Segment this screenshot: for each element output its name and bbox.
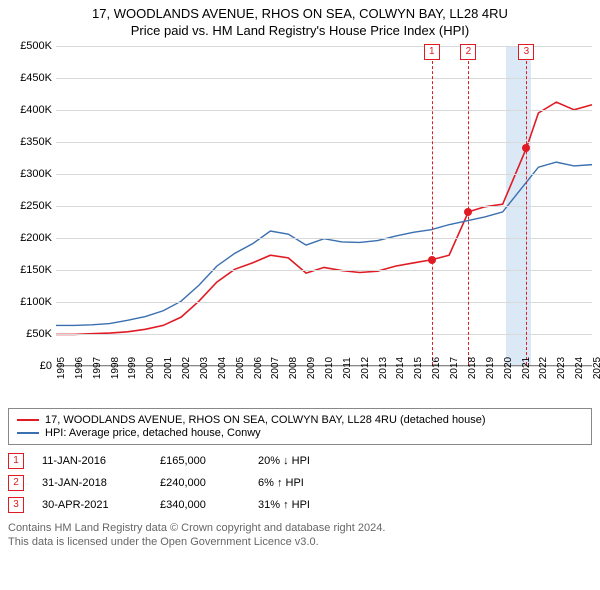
transaction-date: 30-APR-2021 bbox=[42, 499, 142, 511]
transaction-marker: 2 bbox=[8, 475, 24, 491]
x-tick-label: 2016 bbox=[431, 357, 442, 379]
marker-dot bbox=[464, 208, 472, 216]
chart-subtitle: Price paid vs. HM Land Registry's House … bbox=[8, 23, 592, 38]
y-tick-label: £400K bbox=[20, 104, 52, 116]
gridline bbox=[56, 302, 592, 303]
x-tick-label: 2001 bbox=[163, 357, 174, 379]
x-tick-label: 2008 bbox=[288, 357, 299, 379]
x-tick-label: 1996 bbox=[74, 357, 85, 379]
series-hpi bbox=[56, 162, 592, 325]
x-tick-label: 1995 bbox=[56, 357, 67, 379]
x-tick-label: 2017 bbox=[449, 357, 460, 379]
transaction-price: £240,000 bbox=[160, 477, 240, 489]
transaction-marker: 3 bbox=[8, 497, 24, 513]
x-tick-label: 2004 bbox=[217, 357, 228, 379]
marker-box: 3 bbox=[518, 44, 534, 60]
x-tick-label: 2009 bbox=[306, 357, 317, 379]
y-tick-label: £300K bbox=[20, 168, 52, 180]
chart: £0 £50K £100K £150K £200K £250K £300K £350K £400… bbox=[8, 46, 592, 386]
x-tick-label: 2010 bbox=[324, 357, 335, 379]
y-axis: £0£50K£100K£150K£200K£250K£300K£350K£400… bbox=[8, 46, 56, 366]
x-tick-label: 2014 bbox=[395, 357, 406, 379]
x-tick-label: 2024 bbox=[574, 357, 585, 379]
gridline bbox=[56, 110, 592, 111]
legend-label-property: 17, WOODLANDS AVENUE, RHOS ON SEA, COLWY… bbox=[45, 414, 486, 426]
x-tick-label: 2011 bbox=[342, 357, 353, 379]
gridline bbox=[56, 206, 592, 207]
transaction-delta: 6% ↑ HPI bbox=[258, 477, 368, 489]
x-tick-label: 2021 bbox=[521, 357, 532, 379]
x-tick-label: 1997 bbox=[92, 357, 103, 379]
x-tick-label: 2012 bbox=[360, 357, 371, 379]
x-tick-label: 2018 bbox=[467, 357, 478, 379]
x-tick-label: 2007 bbox=[270, 357, 281, 379]
x-tick-label: 2025 bbox=[592, 357, 600, 379]
plot-area: 1 2 3 bbox=[56, 46, 592, 366]
transaction-row: 1 11-JAN-2016 £165,000 20% ↓ HPI bbox=[8, 453, 592, 469]
y-tick-label: £200K bbox=[20, 232, 52, 244]
transaction-delta: 31% ↑ HPI bbox=[258, 499, 368, 511]
footnote-line2: This data is licensed under the Open Gov… bbox=[8, 535, 592, 549]
y-tick-label: £0 bbox=[40, 360, 52, 372]
marker-dot bbox=[522, 144, 530, 152]
transaction-row: 2 31-JAN-2018 £240,000 6% ↑ HPI bbox=[8, 475, 592, 491]
legend-item-hpi: HPI: Average price, detached house, Conw… bbox=[17, 427, 583, 439]
marker-line bbox=[432, 46, 433, 365]
series-property bbox=[56, 102, 592, 334]
transaction-price: £340,000 bbox=[160, 499, 240, 511]
x-tick-label: 2020 bbox=[503, 357, 514, 379]
x-axis: 1995199619971998199920002001200220032004… bbox=[56, 366, 592, 386]
y-tick-label: £100K bbox=[20, 296, 52, 308]
x-tick-label: 2006 bbox=[253, 357, 264, 379]
footnote: Contains HM Land Registry data © Crown c… bbox=[8, 521, 592, 550]
gridline bbox=[56, 270, 592, 271]
legend: 17, WOODLANDS AVENUE, RHOS ON SEA, COLWY… bbox=[8, 408, 592, 445]
x-tick-label: 2005 bbox=[235, 357, 246, 379]
legend-swatch-hpi bbox=[17, 432, 39, 434]
transaction-table: 1 11-JAN-2016 £165,000 20% ↓ HPI 2 31-JAN-201… bbox=[8, 453, 592, 513]
gridline bbox=[56, 46, 592, 47]
x-tick-label: 2023 bbox=[556, 357, 567, 379]
y-tick-label: £150K bbox=[20, 264, 52, 276]
transaction-price: £165,000 bbox=[160, 455, 240, 467]
marker-box: 2 bbox=[460, 44, 476, 60]
legend-label-hpi: HPI: Average price, detached house, Conw… bbox=[45, 427, 261, 439]
transaction-date: 11-JAN-2016 bbox=[42, 455, 142, 467]
x-tick-label: 1998 bbox=[110, 357, 121, 379]
x-tick-label: 2022 bbox=[538, 357, 549, 379]
marker-dot bbox=[428, 256, 436, 264]
y-tick-label: £250K bbox=[20, 200, 52, 212]
transaction-marker: 1 bbox=[8, 453, 24, 469]
gridline bbox=[56, 78, 592, 79]
y-tick-label: £500K bbox=[20, 40, 52, 52]
x-tick-label: 2019 bbox=[485, 357, 496, 379]
x-tick-label: 2000 bbox=[145, 357, 156, 379]
marker-line bbox=[526, 46, 527, 365]
y-tick-label: £350K bbox=[20, 136, 52, 148]
x-tick-label: 2003 bbox=[199, 357, 210, 379]
gridline bbox=[56, 238, 592, 239]
x-tick-label: 2002 bbox=[181, 357, 192, 379]
x-tick-label: 1999 bbox=[127, 357, 138, 379]
x-tick-label: 2013 bbox=[378, 357, 389, 379]
transaction-delta: 20% ↓ HPI bbox=[258, 455, 368, 467]
marker-line bbox=[468, 46, 469, 365]
marker-box: 1 bbox=[424, 44, 440, 60]
gridline bbox=[56, 174, 592, 175]
gridline bbox=[56, 142, 592, 143]
chart-title: 17, WOODLANDS AVENUE, RHOS ON SEA, COLWY… bbox=[8, 6, 592, 21]
footnote-line1: Contains HM Land Registry data © Crown c… bbox=[8, 521, 592, 535]
y-tick-label: £450K bbox=[20, 72, 52, 84]
legend-item-property: 17, WOODLANDS AVENUE, RHOS ON SEA, COLWY… bbox=[17, 414, 583, 426]
transaction-date: 31-JAN-2018 bbox=[42, 477, 142, 489]
transaction-row: 3 30-APR-2021 £340,000 31% ↑ HPI bbox=[8, 497, 592, 513]
legend-swatch-property bbox=[17, 419, 39, 421]
y-tick-label: £50K bbox=[26, 328, 52, 340]
x-tick-label: 2015 bbox=[413, 357, 424, 379]
gridline bbox=[56, 334, 592, 335]
